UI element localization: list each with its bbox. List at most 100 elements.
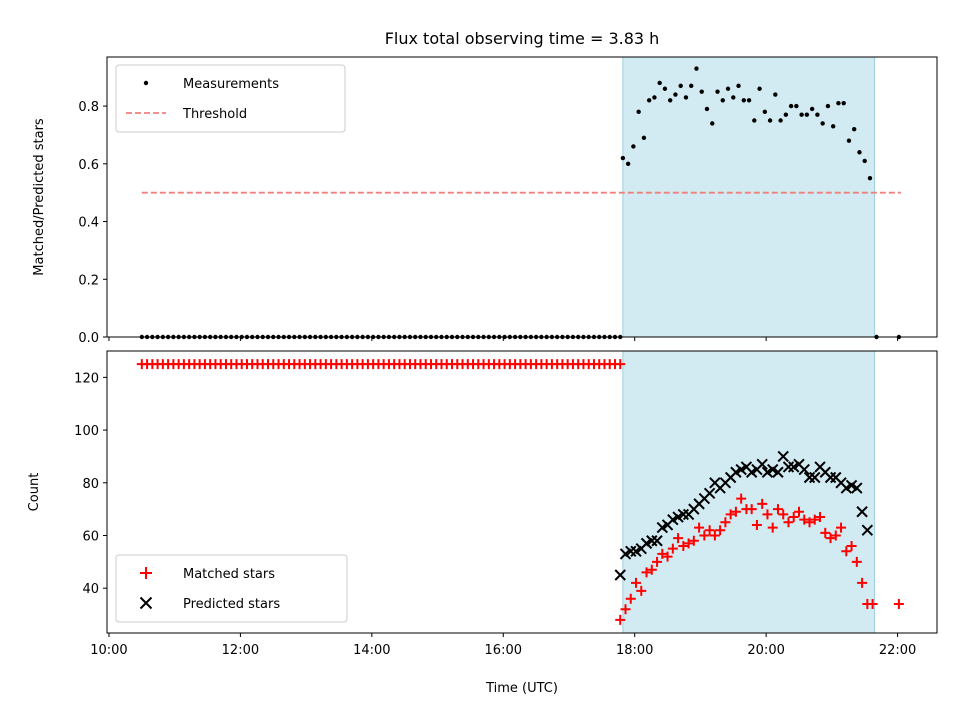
legend-measurements-marker (143, 80, 149, 86)
y-tick-label: 100 (74, 424, 99, 439)
measurement-point (815, 112, 820, 117)
predicted-stars-point (851, 482, 863, 494)
matched-stars-point (636, 585, 647, 596)
legend-measurements-label: Measurements (183, 77, 279, 92)
predicted-stars-point (756, 458, 768, 471)
measurement-point (851, 126, 857, 132)
measurement-point (746, 98, 752, 103)
matched-stars-point (688, 535, 699, 546)
matched-stars-point (646, 564, 657, 575)
matched-stars-point (751, 519, 762, 530)
legend-matched-label: Matched stars (183, 567, 275, 582)
measurement-point (773, 92, 778, 97)
measurement-point (725, 86, 731, 91)
matched-stars-point (678, 541, 689, 552)
matched-stars-point (746, 504, 757, 515)
predicted-stars-point (798, 463, 810, 476)
matched-stars-point (694, 522, 705, 533)
matched-stars-point (836, 522, 847, 533)
matched-stars-point (631, 577, 642, 588)
matched-stars-point (709, 530, 720, 541)
matched-stars-point (804, 517, 815, 528)
measurement-point (631, 144, 636, 149)
predicted-stars-point (777, 450, 789, 463)
matched-stars-point (652, 556, 663, 567)
matched-stars-point (788, 512, 799, 523)
measurement-point (715, 89, 720, 94)
matched-stars-point (736, 493, 747, 504)
top-legend-box (115, 64, 346, 133)
matched-stars-point (762, 509, 773, 520)
predicted-stars-point (809, 471, 821, 484)
measurement-point (820, 121, 825, 126)
x-tick-label: 18:00 (616, 643, 653, 658)
matched-stars-point (857, 577, 868, 588)
x-tick-label: 10:00 (90, 643, 127, 658)
measurement-point (704, 106, 710, 112)
matched-stars-point (704, 525, 715, 536)
legend-matched-marker (140, 567, 152, 579)
measurement-point (857, 150, 862, 155)
x-axis-label: Time (UTC) (485, 681, 558, 696)
matched-stars-point (715, 525, 726, 536)
measurement-point (767, 118, 773, 123)
measurement-point (678, 83, 683, 89)
measurement-point (788, 103, 794, 109)
matched-stars-point (772, 504, 783, 515)
measurement-point (794, 103, 799, 109)
x-tick-label: 16:00 (485, 643, 522, 658)
matched-stars-point (767, 522, 778, 533)
panel-ratio: 0.00.20.40.60.8 Matched/Predicted stars … (32, 56, 938, 346)
measurement-point (720, 98, 725, 103)
matched-stars-point (851, 556, 862, 567)
measurement-point (736, 83, 741, 89)
measurement-point (762, 109, 768, 115)
predicted-stars-point (861, 524, 874, 536)
measurement-point (689, 83, 694, 89)
measurement-point (699, 89, 704, 94)
measurement-point (804, 112, 810, 117)
measurement-point (694, 66, 699, 71)
matched-stars-point (662, 551, 673, 562)
y-tick-label: 120 (74, 371, 99, 386)
y-tick-label: 40 (82, 582, 99, 597)
measurement-point (830, 124, 836, 129)
matched-stars-point (683, 538, 694, 549)
measurement-point (809, 106, 815, 112)
measurement-point (625, 161, 631, 167)
bottom-legend-box (115, 554, 348, 623)
measurement-point (667, 98, 673, 103)
matched-stars-point (720, 517, 731, 528)
matched-stars-point (809, 514, 820, 525)
measurement-point (636, 109, 641, 115)
matched-stars-point (846, 541, 857, 552)
predicted-stars-point (856, 506, 868, 518)
matched-stars-point (625, 593, 636, 604)
matched-stars-point (799, 514, 810, 525)
measurement-point (620, 155, 626, 161)
measurement-point (652, 95, 657, 100)
measurement-point (741, 98, 746, 103)
matched-stars-point (830, 530, 841, 541)
matched-stars-point (730, 506, 741, 517)
measurement-point (710, 121, 715, 126)
measurement-point (799, 112, 804, 117)
measurement-point (825, 103, 831, 109)
matched-stars-point (673, 533, 684, 544)
observing-interval-shade-bottom (622, 350, 876, 634)
measurement-point (646, 98, 652, 103)
measurement-point (641, 135, 647, 141)
matched-stars-point (615, 614, 626, 625)
measurement-point (841, 100, 846, 106)
measurement-point (778, 118, 783, 123)
x-tick-label: 20:00 (747, 643, 784, 658)
matched-stars-point (820, 527, 831, 538)
y-tick-label: 60 (82, 529, 99, 544)
y-tick-label: 0.4 (78, 216, 99, 231)
matched-stars-point (725, 509, 736, 520)
measurement-point (673, 92, 678, 97)
bottom-y-axis-label: Count (27, 473, 42, 512)
legend-predicted-marker (139, 596, 153, 610)
chart-title: Flux total observing time = 3.83 h (385, 29, 660, 48)
